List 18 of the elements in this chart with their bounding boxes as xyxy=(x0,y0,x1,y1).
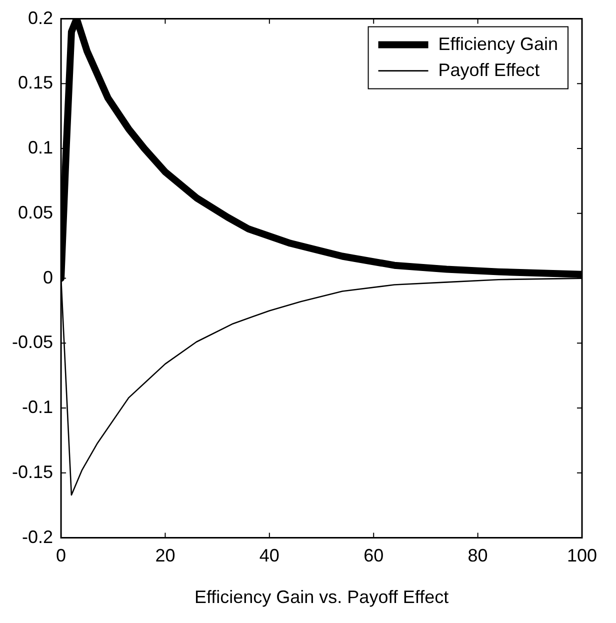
x-tick-label: 60 xyxy=(364,546,384,566)
y-tick-label: -0.2 xyxy=(22,526,54,547)
y-tick-label: -0.05 xyxy=(12,332,54,352)
y-tick-label: 0.15 xyxy=(18,72,54,93)
x-tick-label: 0 xyxy=(56,546,66,566)
legend-label: Efficiency Gain xyxy=(438,34,558,54)
x-tick-label: 100 xyxy=(566,546,598,566)
x-tick-label: 80 xyxy=(468,546,488,566)
x-tick-label: 20 xyxy=(155,546,176,566)
x-axis-title: Efficiency Gain vs. Payoff Effect xyxy=(194,587,449,608)
y-tick-label: 0.1 xyxy=(28,138,54,158)
y-tick-label: -0.15 xyxy=(12,462,54,482)
y-tick-label: 0 xyxy=(43,267,54,288)
legend-label: Payoff Effect xyxy=(438,60,540,80)
x-tick-label: 40 xyxy=(259,546,280,566)
y-tick-label: 0.05 xyxy=(18,202,54,222)
y-tick-label: 0.2 xyxy=(28,8,54,28)
y-tick-label: -0.1 xyxy=(22,397,54,418)
